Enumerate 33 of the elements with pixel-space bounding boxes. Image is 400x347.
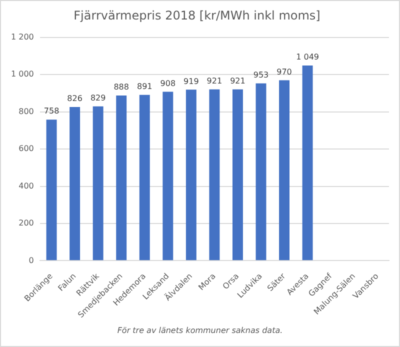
y-tick-label: 200 (18, 218, 34, 228)
y-tick-label: 1 000 (10, 70, 34, 79)
data-label: 891 (136, 82, 152, 91)
data-label: 758 (44, 106, 60, 116)
bar (92, 106, 104, 260)
data-label: 829 (90, 94, 106, 103)
y-tick-label: 800 (18, 106, 34, 116)
bar (232, 89, 243, 260)
bar (46, 120, 57, 260)
data-label: 970 (276, 67, 292, 76)
data-label: 826 (67, 94, 82, 104)
y-tick-label: 400 (18, 181, 34, 190)
data-label: 921 (230, 76, 246, 86)
data-label: 908 (160, 78, 176, 88)
y-tick-label: 600 (18, 144, 34, 154)
data-label: 921 (206, 76, 222, 86)
chart-title: Fjärrvärmepris 2018 [kr/MWh inkl moms] (74, 8, 320, 22)
bar (139, 94, 150, 260)
bar (256, 83, 266, 260)
data-label: 888 (114, 82, 129, 92)
data-label: 919 (184, 76, 199, 86)
data-label: 1 049 (296, 52, 319, 62)
bar (279, 80, 290, 260)
data-label: 953 (253, 70, 269, 80)
y-tick-label: 0 (28, 256, 34, 265)
bar (209, 89, 220, 260)
bar (186, 90, 196, 260)
bar (162, 92, 174, 260)
bar (116, 95, 127, 260)
y-tick-label: 1 200 (10, 32, 34, 42)
text: För tre av länets kommuner saknas data. (116, 326, 284, 335)
bar (70, 106, 80, 260)
bar (302, 65, 313, 260)
